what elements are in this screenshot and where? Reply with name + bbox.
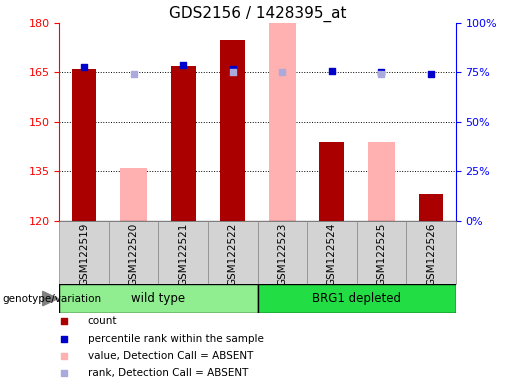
- Bar: [356, 221, 406, 284]
- Bar: [159, 221, 208, 284]
- Text: wild type: wild type: [131, 292, 185, 305]
- Bar: [171, 66, 196, 221]
- Point: [427, 71, 435, 78]
- Text: genotype/variation: genotype/variation: [3, 293, 101, 304]
- Point: [328, 68, 336, 74]
- Text: percentile rank within the sample: percentile rank within the sample: [88, 334, 264, 344]
- Bar: [319, 142, 344, 221]
- Text: count: count: [88, 316, 117, 326]
- Text: GSM122525: GSM122525: [376, 223, 386, 286]
- Bar: [406, 221, 456, 284]
- Bar: [258, 284, 456, 313]
- Point: [80, 63, 88, 70]
- Point: [129, 71, 138, 78]
- Bar: [258, 221, 307, 284]
- Text: GSM122523: GSM122523: [277, 223, 287, 286]
- Point: [443, 87, 451, 93]
- Title: GDS2156 / 1428395_at: GDS2156 / 1428395_at: [169, 5, 346, 22]
- Bar: [59, 221, 109, 284]
- Text: GSM122519: GSM122519: [79, 223, 89, 286]
- Bar: [72, 69, 96, 221]
- Bar: [109, 221, 159, 284]
- Text: GSM122524: GSM122524: [327, 223, 337, 286]
- Text: GSM122526: GSM122526: [426, 223, 436, 286]
- Bar: [59, 284, 258, 313]
- Point: [229, 70, 237, 76]
- Text: value, Detection Call = ABSENT: value, Detection Call = ABSENT: [88, 351, 253, 361]
- Text: GSM122522: GSM122522: [228, 223, 238, 286]
- Bar: [220, 40, 245, 221]
- Text: GSM122520: GSM122520: [129, 223, 139, 286]
- Point: [377, 71, 386, 78]
- Point: [377, 70, 386, 76]
- Text: rank, Detection Call = ABSENT: rank, Detection Call = ABSENT: [88, 367, 248, 377]
- Bar: [120, 168, 147, 221]
- Text: GSM122521: GSM122521: [178, 223, 188, 286]
- Bar: [208, 221, 258, 284]
- Text: BRG1 depleted: BRG1 depleted: [312, 292, 401, 305]
- Point: [278, 70, 286, 76]
- Bar: [419, 194, 443, 221]
- Point: [443, 242, 451, 248]
- Bar: [269, 13, 296, 221]
- Point: [229, 65, 237, 71]
- Polygon shape: [43, 291, 58, 306]
- Bar: [368, 142, 395, 221]
- Point: [179, 61, 187, 68]
- Bar: [307, 221, 356, 284]
